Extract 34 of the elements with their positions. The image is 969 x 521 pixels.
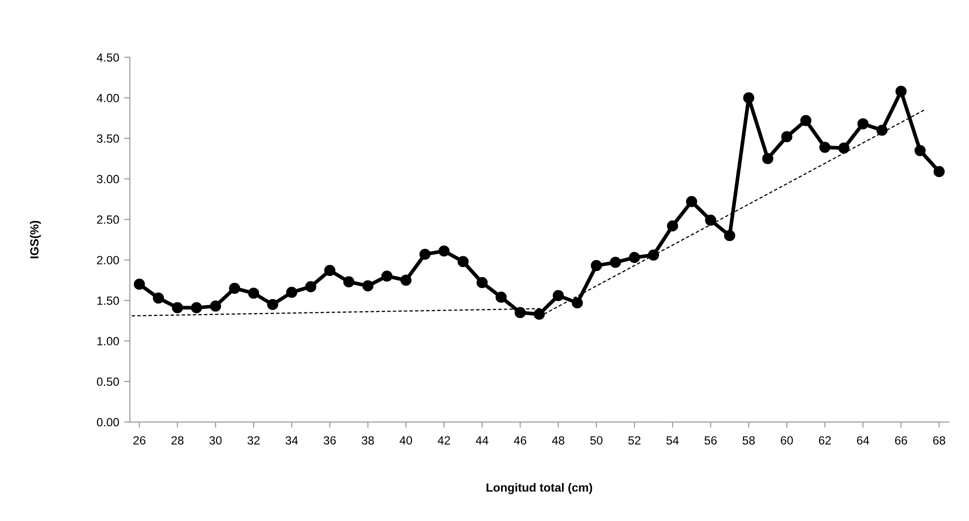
x-tick-label: 28 <box>171 436 184 445</box>
x-tick-label: 62 <box>818 436 831 445</box>
x-tick-label: 46 <box>514 436 526 445</box>
y-tick-label: 2.00 <box>97 256 119 264</box>
x-tick-label: 66 <box>895 436 908 445</box>
x-axis-title: Longitud total (cm) <box>486 483 592 494</box>
x-tick-label: 58 <box>742 436 755 445</box>
x-tick-label: 26 <box>133 436 146 445</box>
y-tick-label: 3.50 <box>96 134 119 143</box>
x-tick-label: 36 <box>324 436 336 445</box>
x-tick-label: 50 <box>590 436 602 445</box>
y-tick-label: 4.00 <box>96 94 119 102</box>
x-tick-label: 54 <box>666 436 679 445</box>
y-tick-label: 3.00 <box>96 174 119 184</box>
x-tick-label: 34 <box>286 436 298 445</box>
x-tick-label: 68 <box>933 436 946 445</box>
x-tick-label: 44 <box>476 436 488 444</box>
x-tick-label: 52 <box>628 436 640 445</box>
x-tick-label: 48 <box>552 436 564 445</box>
x-tick-label: 42 <box>438 436 450 444</box>
x-tick-label: 60 <box>780 436 793 445</box>
y-axis-title: IGS(%) <box>30 220 41 258</box>
y-tick-label: 1.00 <box>97 337 119 346</box>
x-tick-label: 30 <box>209 436 222 445</box>
x-tick-label: 64 <box>856 436 870 445</box>
x-tick-label: 38 <box>362 436 374 445</box>
x-tick-label: 32 <box>248 436 260 445</box>
y-tick-label: 2.50 <box>97 215 119 224</box>
y-tick-label: 0.50 <box>96 378 119 386</box>
y-tick-label: 4.50 <box>96 53 119 62</box>
x-tick-label: 56 <box>704 436 717 445</box>
x-tick-label: 40 <box>400 436 412 445</box>
y-tick-label: 1.50 <box>97 296 119 305</box>
y-tick-label: 0.00 <box>96 418 119 426</box>
